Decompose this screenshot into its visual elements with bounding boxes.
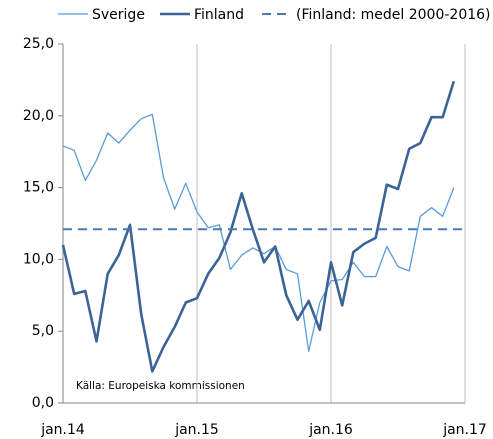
y-tick-label: 15,0 (23, 180, 54, 196)
y-tick-label: 0,0 (32, 395, 54, 411)
x-tick-label: jan.17 (442, 422, 487, 438)
y-tick-label: 5,0 (32, 323, 54, 339)
y-tick-label: 10,0 (23, 251, 54, 267)
y-tick-label: 25,0 (23, 36, 54, 52)
x-tick-label: jan.15 (174, 422, 219, 438)
legend-label: Sverige (92, 7, 145, 23)
series-line (61, 80, 456, 373)
legend-label: (Finland: medel 2000-2016) (296, 7, 491, 23)
legend-label: Finland (194, 7, 244, 23)
series-line (62, 113, 455, 352)
x-tick-label: jan.14 (40, 422, 85, 438)
x-tick-label: jan.16 (308, 422, 353, 438)
source-note: Källa: Europeiska kommissionen (76, 380, 245, 392)
y-tick-label: 20,0 (23, 108, 54, 124)
